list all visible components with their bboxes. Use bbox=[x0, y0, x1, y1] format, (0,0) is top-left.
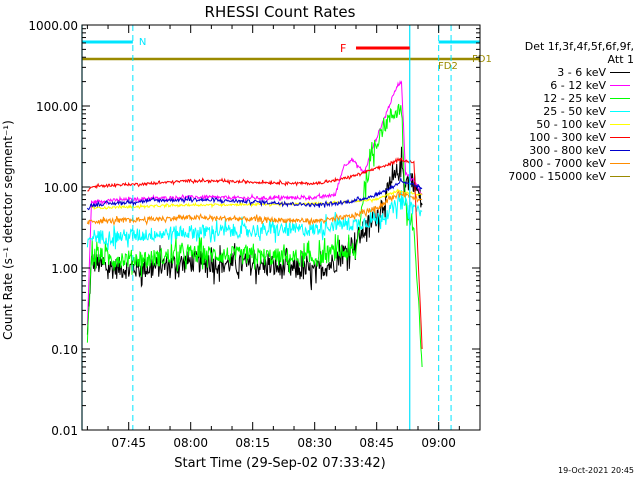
legend-entry-label: 25 - 50 keV bbox=[543, 105, 606, 118]
legend-swatch bbox=[610, 85, 630, 86]
y-tick-label: 0.10 bbox=[51, 343, 78, 357]
legend-swatch bbox=[610, 137, 630, 138]
fd2-label: FD2 bbox=[438, 61, 458, 72]
legend-entry-label: 3 - 6 keV bbox=[557, 66, 606, 79]
plot-area: N F FD1 FD2 bbox=[81, 25, 492, 430]
legend-swatch bbox=[610, 98, 630, 99]
legend-entry: 25 - 50 keV bbox=[484, 105, 634, 118]
y-tick-label: 10.00 bbox=[44, 181, 78, 195]
legend-entry-label: 800 - 7000 keV bbox=[522, 157, 606, 170]
legend-entry: 100 - 300 keV bbox=[484, 131, 634, 144]
x-axis-label: Start Time (29-Sep-02 07:33:42) bbox=[174, 456, 385, 471]
legend-entry: 6 - 12 keV bbox=[484, 79, 634, 92]
x-tick-label: 07:45 bbox=[111, 436, 146, 450]
series-25-50keV-line bbox=[86, 190, 423, 251]
y-tick-label: 1.00 bbox=[51, 262, 78, 276]
x-tick-label: 08:30 bbox=[297, 436, 332, 450]
legend-entry-label: 7000 - 15000 keV bbox=[508, 170, 606, 183]
legend-entry-label: 50 - 100 keV bbox=[536, 118, 606, 131]
legend-swatch bbox=[610, 124, 630, 125]
legend-entry: 12 - 25 keV bbox=[484, 92, 634, 105]
x-tick-label: 09:00 bbox=[421, 436, 456, 450]
series-800-7000keV-line bbox=[86, 190, 423, 226]
legend-entry: 50 - 100 keV bbox=[484, 118, 634, 131]
legend-entry-label: 100 - 300 keV bbox=[529, 131, 606, 144]
chart-title: RHESSI Count Rates bbox=[205, 3, 356, 21]
series-6-12keV-line bbox=[86, 80, 423, 325]
plot-frame bbox=[81, 24, 481, 431]
render-timestamp: 19-Oct-2021 20:45 bbox=[558, 466, 634, 475]
legend: Det 1f,3f,4f,5f,6f,9f, Att 1 3 - 6 keV 6 … bbox=[484, 40, 634, 183]
legend-entry-label: 300 - 800 keV bbox=[529, 144, 606, 157]
legend-entry: 7000 - 15000 keV bbox=[484, 170, 634, 183]
series-12-25keV-line bbox=[86, 103, 423, 368]
y-tick-label: 100.00 bbox=[36, 100, 78, 114]
series-100-300keV-line bbox=[87, 156, 423, 350]
legend-entry: 300 - 800 keV bbox=[484, 144, 634, 157]
legend-entry-label: 12 - 25 keV bbox=[543, 92, 606, 105]
legend-entry-label: 6 - 12 keV bbox=[550, 79, 606, 92]
legend-swatch bbox=[610, 72, 630, 73]
flare-label: F bbox=[340, 42, 346, 55]
legend-header-attenuator: Att 1 bbox=[607, 53, 634, 66]
x-tick-label: 08:15 bbox=[235, 436, 270, 450]
x-tick-label: 08:45 bbox=[359, 436, 394, 450]
legend-entry: 800 - 7000 keV bbox=[484, 157, 634, 170]
legend-swatch bbox=[610, 163, 630, 164]
series-50-100keV-line bbox=[91, 188, 423, 210]
axes: 0.01 0.10 1.00 10.00 100.00 1000.00 07:45 08:00… bbox=[28, 19, 481, 450]
legend-header-detectors: Det 1f,3f,4f,5f,6f,9f, bbox=[524, 40, 634, 53]
legend-entry: 3 - 6 keV bbox=[484, 66, 634, 79]
series-300-800keV-line bbox=[86, 176, 423, 211]
x-tick-label: 08:00 bbox=[173, 436, 208, 450]
legend-swatch bbox=[610, 176, 630, 177]
legend-swatch bbox=[610, 150, 630, 151]
y-axis-label: Count Rate (s⁻¹ detector segment⁻¹) bbox=[1, 120, 15, 340]
legend-entries: 3 - 6 keV 6 - 12 keV 12 - 25 keV 25 - 50 ke… bbox=[484, 66, 634, 183]
fd1-label: FD1 bbox=[472, 54, 492, 65]
y-tick-label: 1000.00 bbox=[28, 19, 78, 33]
y-tick-label: 0.01 bbox=[51, 424, 78, 438]
legend-swatch bbox=[610, 111, 630, 112]
night-label: N bbox=[139, 37, 146, 48]
